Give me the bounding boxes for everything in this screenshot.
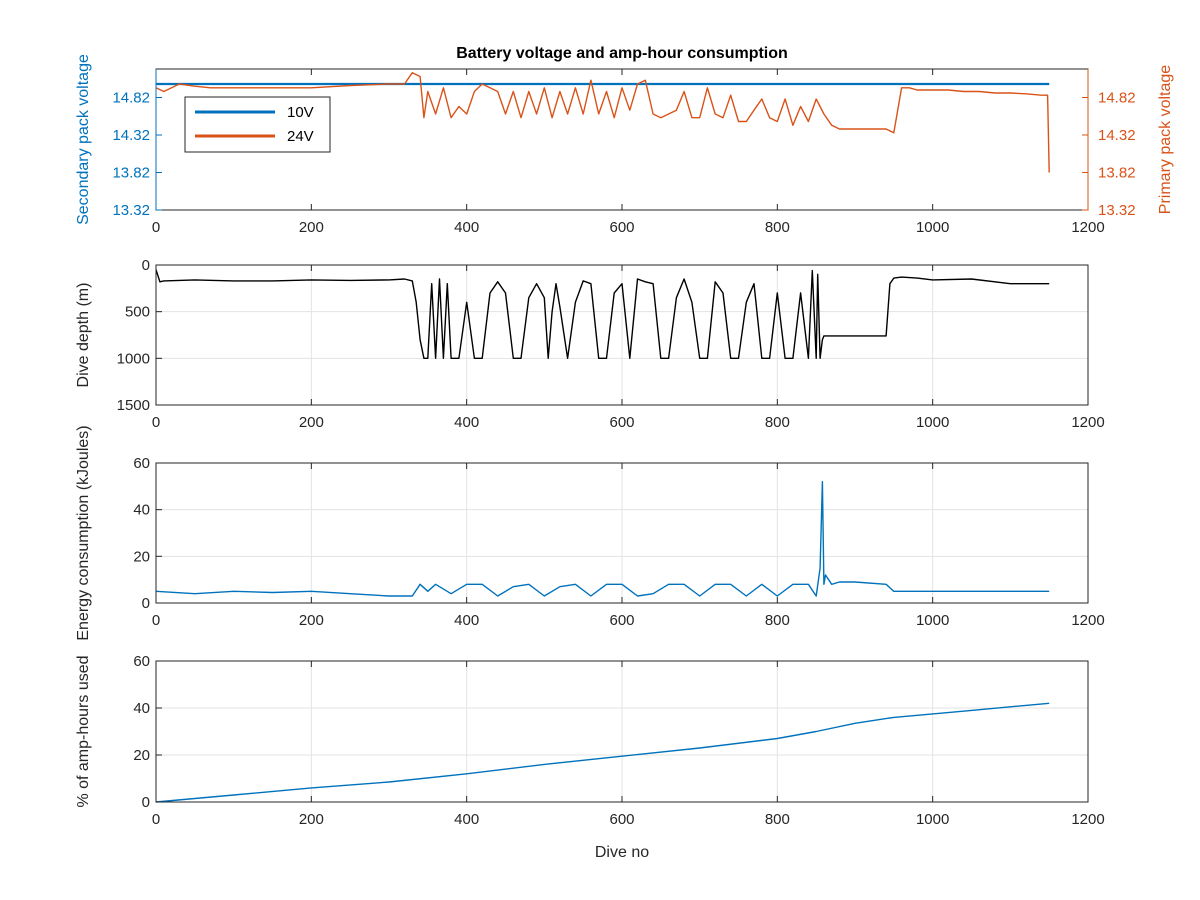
y-tick-label: 0 xyxy=(142,595,150,612)
x-tick-label: 600 xyxy=(609,414,634,431)
legend-box xyxy=(184,96,331,153)
chart-title: Battery voltage and amp-hour consumption xyxy=(456,45,788,62)
series-line-0 xyxy=(155,269,1050,359)
x-tick-label: 1200 xyxy=(1071,811,1104,828)
x-tick-label: 1000 xyxy=(916,811,949,828)
voltage-panel: 0 200 400 600 800 1000 120013.3213.8214.3214.8… xyxy=(75,45,1174,236)
y-tick-label: 1000 xyxy=(117,350,150,367)
y-axis-label: % of amp-hours used xyxy=(75,655,92,807)
x-tick-label: 0 xyxy=(152,219,160,236)
x-tick-label: 800 xyxy=(765,219,790,236)
y-tick-label: 13.32 xyxy=(112,202,150,219)
y-tick-label: 0 xyxy=(142,794,150,811)
x-tick-label: 200 xyxy=(299,612,324,629)
x-tick-label: 1000 xyxy=(916,612,949,629)
series-line-0 xyxy=(155,481,1050,597)
y-right-tick-label: 13.82 xyxy=(1098,165,1136,182)
y-tick-label: 20 xyxy=(133,548,150,565)
y-right-tick-label: 14.82 xyxy=(1098,90,1136,107)
y-tick-label: 500 xyxy=(125,304,150,321)
x-tick-label: 800 xyxy=(765,612,790,629)
x-tick-label: 600 xyxy=(609,811,634,828)
x-tick-label: 600 xyxy=(609,219,634,236)
y-tick-label: 20 xyxy=(133,747,150,764)
x-axis-label: Dive no xyxy=(595,844,649,861)
y-tick-label: 60 xyxy=(133,653,150,670)
x-tick-label: 600 xyxy=(609,612,634,629)
y-tick-label: 0 xyxy=(142,257,150,274)
x-tick-label: 400 xyxy=(454,219,479,236)
x-tick-label: 0 xyxy=(152,612,160,629)
x-tick-label: 400 xyxy=(454,612,479,629)
x-tick-label: 1200 xyxy=(1071,612,1104,629)
y-right-tick-label: 13.32 xyxy=(1098,202,1136,219)
x-tick-label: 1000 xyxy=(916,219,949,236)
x-tick-label: 0 xyxy=(152,414,160,431)
x-tick-label: 800 xyxy=(765,811,790,828)
y-tick-label: 40 xyxy=(133,502,150,519)
y-axis-label-right: Primary pack voltage xyxy=(1157,65,1174,214)
legend-label-24v: 24V xyxy=(287,128,314,145)
x-tick-label: 400 xyxy=(454,414,479,431)
x-tick-label: 200 xyxy=(299,414,324,431)
series-line-0 xyxy=(155,702,1050,803)
x-tick-label: 1000 xyxy=(916,414,949,431)
x-tick-label: 800 xyxy=(765,414,790,431)
y-axis-label: Secondary pack voltage xyxy=(75,54,92,225)
x-tick-label: 200 xyxy=(299,219,324,236)
y-tick-label: 60 xyxy=(133,455,150,472)
y-axis-label: Energy consumption (kJoules) xyxy=(75,425,92,640)
y-tick-label: 1500 xyxy=(117,397,150,414)
energy-panel: 0 200 400 600 800 1000 1200 0 20 40 60 Energy consu… xyxy=(75,425,1105,640)
y-axis-label: Dive depth (m) xyxy=(75,283,92,388)
legend-label-10v: 10V xyxy=(287,104,314,121)
x-tick-label: 400 xyxy=(454,811,479,828)
x-tick-label: 0 xyxy=(152,811,160,828)
y-tick-label: 14.32 xyxy=(112,127,150,144)
y-tick-label: 13.82 xyxy=(112,165,150,182)
y-tick-label: 40 xyxy=(133,700,150,717)
y-tick-label: 14.82 xyxy=(112,90,150,107)
x-tick-label: 1200 xyxy=(1071,219,1104,236)
y-right-tick-label: 14.32 xyxy=(1098,127,1136,144)
amphours-panel: 0 200 400 600 800 1000 1200 0 20 40 60 % of amp-hou… xyxy=(75,653,1105,861)
x-tick-label: 200 xyxy=(299,811,324,828)
series-line-24v xyxy=(155,71,1050,173)
x-tick-label: 1200 xyxy=(1071,414,1104,431)
depth-panel: 0 200 400 600 800 1000 1200 0 500 1000 1500 Dive de… xyxy=(75,257,1105,431)
